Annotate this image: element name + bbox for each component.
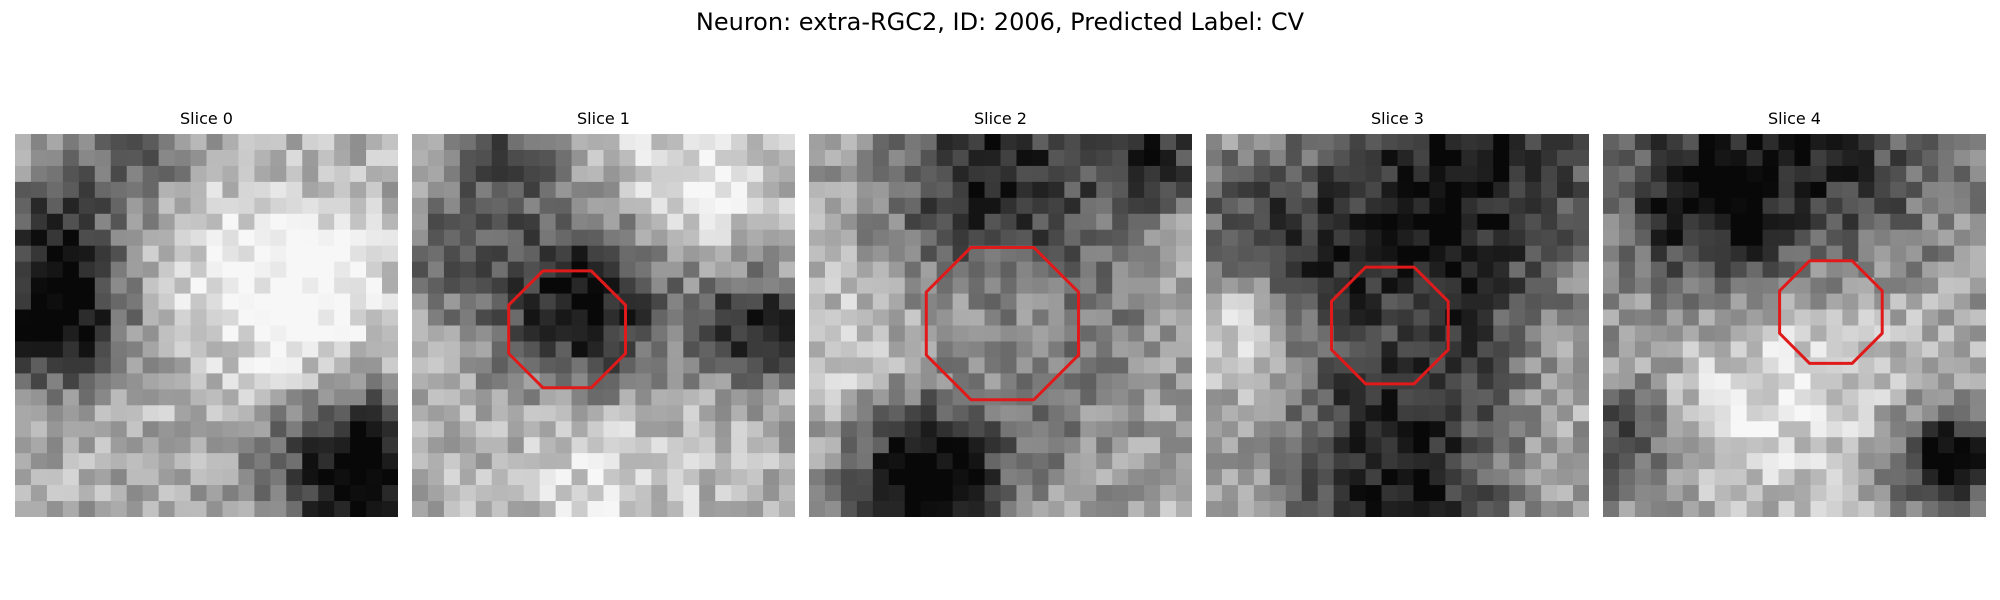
- slice-image: [1603, 134, 1986, 517]
- panel-title-slice-4: Slice 4: [1768, 109, 1821, 128]
- roi-contour: [1330, 265, 1450, 386]
- slice-image: [1206, 134, 1589, 517]
- image-panel-slice-1: [412, 134, 795, 517]
- roi-contour: [1778, 259, 1884, 365]
- panel-title-slice-2: Slice 2: [974, 109, 1027, 128]
- roi-contour: [924, 246, 1080, 402]
- panel-title-slice-0: Slice 0: [180, 109, 233, 128]
- roi-contour: [507, 269, 627, 390]
- figure-title: Neuron: extra-RGC2, ID: 2006, Predicted …: [695, 8, 1305, 36]
- image-panel-slice-4: [1603, 134, 1986, 517]
- image-panel-slice-2: [809, 134, 1192, 517]
- image-panel-slice-0: [15, 134, 398, 517]
- image-panel-slice-3: [1206, 134, 1589, 517]
- slice-image: [412, 134, 795, 517]
- slice-image: [809, 134, 1192, 517]
- panel-title-slice-1: Slice 1: [577, 109, 630, 128]
- panel-title-slice-3: Slice 3: [1371, 109, 1424, 128]
- slice-image: [15, 134, 398, 517]
